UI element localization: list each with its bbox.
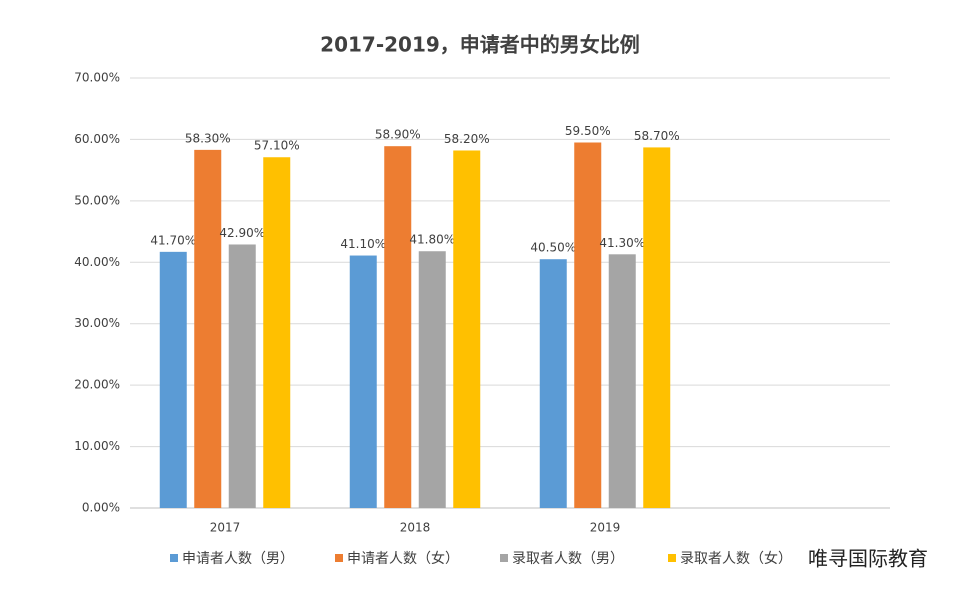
- value-label: 41.80%: [409, 233, 455, 247]
- bar: [159, 251, 187, 509]
- bar: [608, 254, 636, 508]
- bar: [194, 149, 222, 508]
- bar: [349, 255, 377, 508]
- bar: [228, 244, 256, 508]
- y-tick-label: 50.00%: [74, 193, 120, 207]
- bar: [453, 150, 481, 508]
- watermark: 唯寻国际教育: [808, 547, 928, 571]
- y-tick-label: 10.00%: [74, 439, 120, 453]
- x-tick-label: 2019: [590, 521, 621, 535]
- bar: [263, 157, 291, 508]
- y-tick-label: 0.00%: [82, 501, 120, 515]
- y-tick-label: 60.00%: [74, 132, 120, 146]
- legend-label: 申请者人数（女）: [347, 550, 459, 567]
- value-label: 58.90%: [375, 128, 421, 142]
- legend-swatch: [170, 554, 178, 562]
- x-tick-label: 2018: [400, 521, 431, 535]
- value-label: 58.70%: [634, 129, 680, 143]
- value-label: 40.50%: [530, 241, 576, 255]
- legend-swatch: [668, 554, 676, 562]
- value-label: 41.70%: [150, 233, 196, 247]
- value-label: 42.90%: [219, 226, 265, 240]
- chart-title: 2017-2019，申请者中的男女比例: [320, 33, 640, 57]
- legend-label: 录取者人数（女）: [680, 550, 792, 567]
- legend-swatch: [500, 554, 508, 562]
- bar: [539, 259, 567, 508]
- value-label: 41.30%: [599, 236, 645, 250]
- y-tick-label: 40.00%: [74, 255, 120, 269]
- legend-swatch: [335, 554, 343, 562]
- value-label: 41.10%: [340, 237, 386, 251]
- bar: [574, 142, 602, 508]
- legend-label: 录取者人数（男）: [512, 551, 624, 567]
- value-label: 59.50%: [565, 124, 611, 138]
- y-tick-label: 70.00%: [74, 71, 120, 85]
- legend-label: 申请者人数（男）: [182, 551, 294, 567]
- y-tick-label: 30.00%: [74, 316, 120, 330]
- value-label: 58.30%: [185, 131, 231, 145]
- bar: [384, 146, 412, 508]
- x-tick-label: 2017: [210, 521, 241, 535]
- value-label: 58.20%: [444, 132, 490, 146]
- y-tick-label: 20.00%: [74, 378, 120, 392]
- bar: [643, 147, 671, 508]
- value-label: 57.10%: [254, 139, 300, 153]
- bar: [418, 251, 446, 508]
